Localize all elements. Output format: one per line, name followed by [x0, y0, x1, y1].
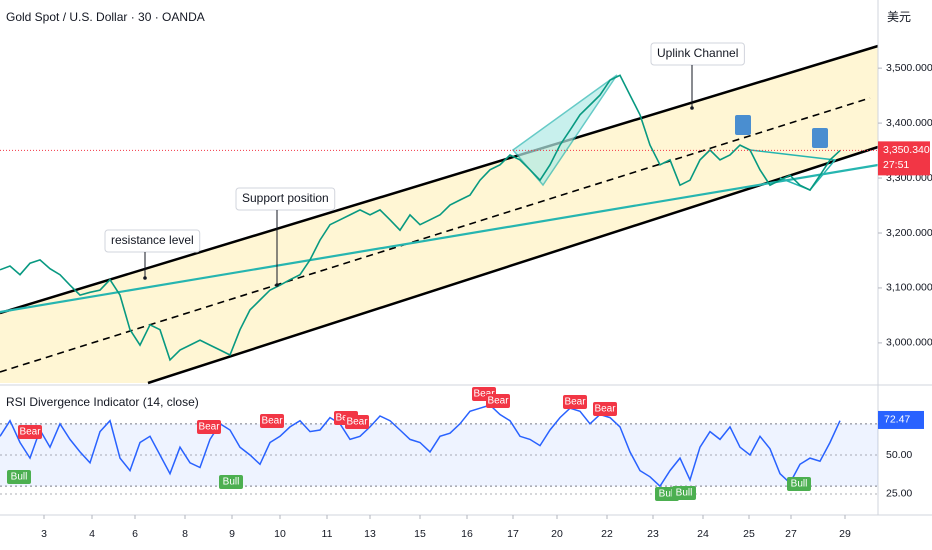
x-tick-label: 8 [182, 528, 188, 540]
signal-label: Bear [564, 397, 586, 408]
arrow-down-icon [735, 115, 751, 135]
x-tick-label: 29 [839, 528, 851, 540]
x-tick-label: 20 [551, 528, 563, 540]
signal-bg [593, 402, 617, 416]
signal-bg [672, 486, 696, 500]
signal-bg [7, 470, 31, 484]
trend-line [0, 163, 879, 314]
x-tick-label: 23 [647, 528, 659, 540]
x-tick-label: 17 [507, 528, 519, 540]
countdown: 27:51 [883, 159, 909, 171]
x-tick-label: 27 [785, 528, 797, 540]
x-tick-label: 9 [229, 528, 235, 540]
signal-bg [563, 395, 587, 409]
series-line [0, 404, 841, 488]
x-tick-label: 4 [89, 528, 95, 540]
signal-label: Bear [198, 422, 220, 433]
signal-bg [197, 420, 221, 434]
series-line [0, 74, 841, 362]
callout-label: Support position [242, 191, 329, 205]
arrow-up-icon [812, 128, 828, 148]
y-tick-label: 50.00 [886, 449, 912, 461]
callout-label: resistance level [111, 233, 194, 247]
signal-bg [486, 394, 510, 408]
signal-bg [18, 425, 42, 439]
signal-label: Bull [791, 479, 808, 490]
signal-bg [260, 414, 284, 428]
signal-bg [219, 475, 243, 489]
x-tick-label: 10 [274, 528, 286, 540]
signal-label: Bear [473, 389, 495, 400]
signal-bg [345, 415, 369, 429]
callout-dot [690, 106, 694, 110]
x-tick-label: 25 [743, 528, 755, 540]
x-tick-label: 24 [697, 528, 709, 540]
signal-label: Bull [11, 472, 28, 483]
price-label-bg [878, 141, 930, 176]
signal-label: Bear [346, 417, 368, 428]
y-tick-label: 3,100.000 [886, 282, 932, 294]
callout-dot [275, 283, 279, 287]
rsi-label-bg [878, 410, 924, 429]
x-tick-label: 22 [601, 528, 613, 540]
y-tick-label: 3,000.000 [886, 337, 932, 349]
channel-upper [0, 44, 879, 315]
callout-box [650, 42, 745, 66]
signal-bg [787, 477, 811, 491]
currency: 美元 [887, 10, 911, 24]
rsi-label: 72.47 [884, 414, 910, 426]
callout-dot [143, 276, 147, 280]
x-tick-label: 13 [364, 528, 376, 540]
signal-label: Bear [261, 416, 283, 427]
x-tick-label: 15 [414, 528, 426, 540]
y-tick-label: 3,200.000 [886, 227, 932, 239]
signal-label: Bull [223, 477, 240, 488]
channel-mid [0, 97, 871, 373]
callout-box [235, 187, 336, 211]
y-tick-label: 3,500.000 [886, 62, 932, 74]
chart-title: Gold Spot / U.S. Dollar · 30 · OANDA [6, 10, 205, 24]
signal-label: Bear [594, 404, 616, 415]
signal-label: Bear [19, 427, 41, 438]
x-tick-label: 11 [322, 528, 333, 540]
signal-label: Bull [659, 489, 676, 500]
price-label: 3,350.340 [883, 144, 930, 156]
x-tick-label: 6 [132, 528, 138, 540]
callout-box [104, 229, 201, 253]
signal-label: Bear [487, 396, 509, 407]
y-tick-label: 3,400.000 [886, 117, 932, 129]
y-tick-label: 25.00 [886, 488, 912, 500]
indicator-title: RSI Divergence Indicator (14, close) [6, 395, 199, 409]
x-tick-label: 3 [41, 528, 47, 540]
signal-label: Bull [676, 488, 693, 499]
callout-label: Uplink Channel [657, 46, 738, 60]
x-tick-label: 16 [461, 528, 473, 540]
pattern [749, 149, 837, 191]
